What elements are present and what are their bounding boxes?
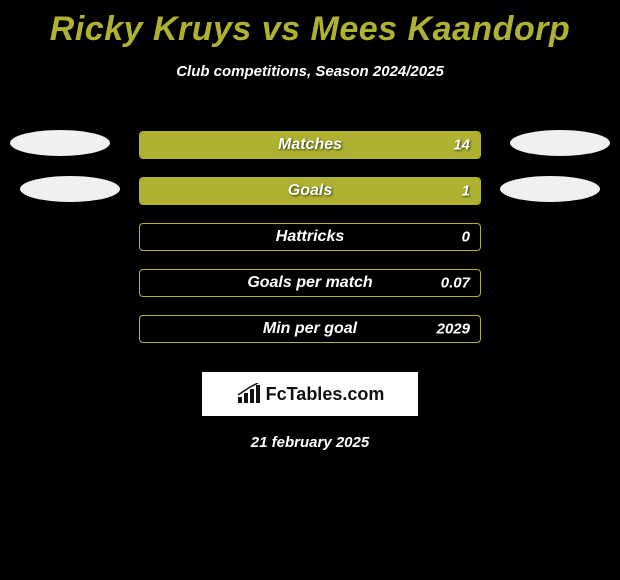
stat-label: Goals per match: [247, 274, 372, 292]
stat-bar: Matches 14: [139, 131, 481, 159]
logo-text: FcTables.com: [266, 384, 385, 405]
stat-row: Min per goal 2029: [0, 306, 620, 352]
stats-rows: Matches 14 Goals 1 Hattricks 0 Goals per…: [0, 122, 620, 352]
stat-value: 0: [462, 229, 470, 246]
stat-value: 2029: [437, 321, 470, 338]
stat-bar: Min per goal 2029: [139, 315, 481, 343]
subtitle: Club competitions, Season 2024/2025: [176, 63, 444, 80]
stat-row: Matches 14: [0, 122, 620, 168]
stat-label: Matches: [278, 136, 342, 154]
stat-bar: Hattricks 0: [139, 223, 481, 251]
stat-label: Goals: [288, 182, 332, 200]
stat-label: Min per goal: [263, 320, 357, 338]
stat-row: Hattricks 0: [0, 214, 620, 260]
chart-icon: [236, 383, 262, 405]
logo-box: FcTables.com: [202, 372, 418, 416]
comparison-card: Ricky Kruys vs Mees Kaandorp Club compet…: [0, 0, 620, 580]
stat-bar: Goals 1: [139, 177, 481, 205]
stat-value: 1: [462, 183, 470, 200]
page-title: Ricky Kruys vs Mees Kaandorp: [50, 10, 570, 49]
stat-value: 14: [453, 137, 470, 154]
logo: FcTables.com: [236, 383, 385, 405]
stat-value: 0.07: [441, 275, 470, 292]
stat-row: Goals 1: [0, 168, 620, 214]
stat-label: Hattricks: [276, 228, 344, 246]
stat-row: Goals per match 0.07: [0, 260, 620, 306]
date-text: 21 february 2025: [251, 434, 369, 451]
stat-bar: Goals per match 0.07: [139, 269, 481, 297]
